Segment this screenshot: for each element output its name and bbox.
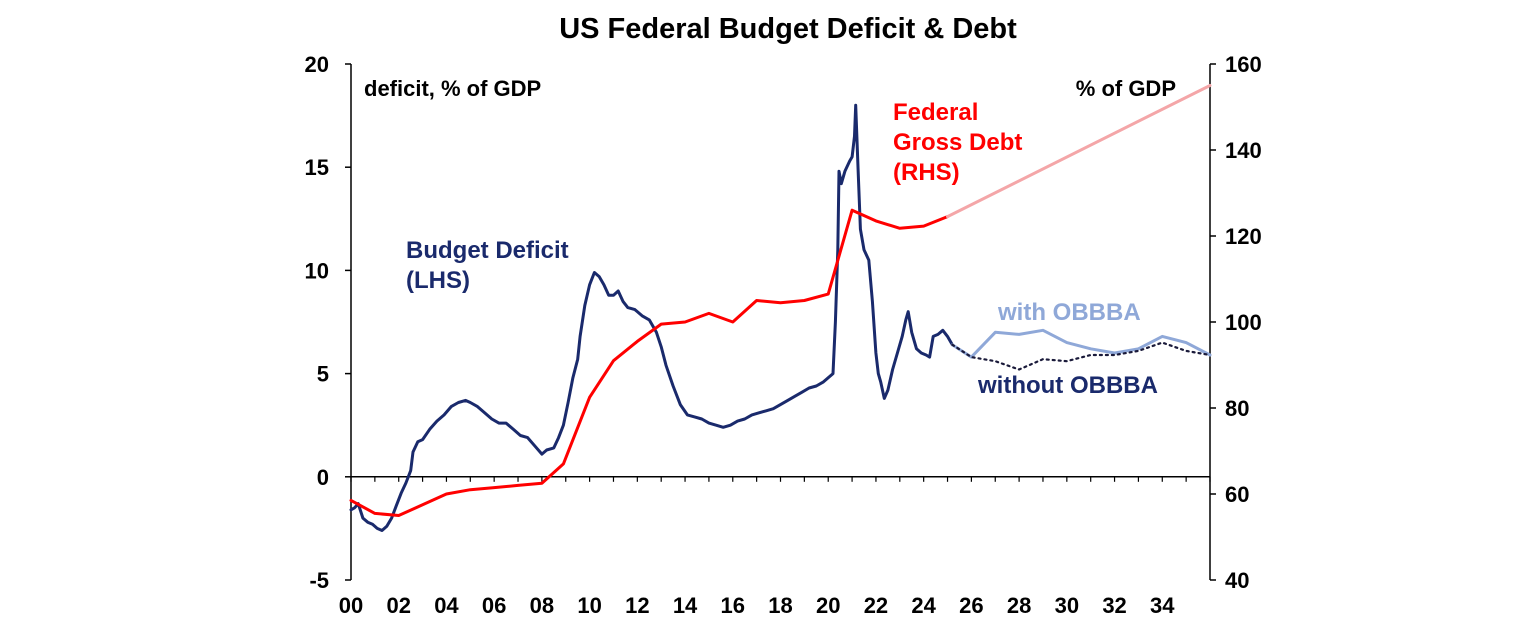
deficit-annotation: Budget Deficit (LHS) bbox=[406, 237, 569, 294]
debt-annotation: Federal Gross Debt (RHS) bbox=[893, 99, 1022, 186]
left-axis-label: deficit, % of GDP bbox=[364, 76, 541, 101]
chart-title: US Federal Budget Deficit & Debt bbox=[559, 13, 1017, 45]
series-layer bbox=[349, 84, 1212, 532]
left-tick-label: 5 bbox=[317, 362, 329, 387]
right-tick-label: 60 bbox=[1225, 482, 1249, 507]
left-tick-label: 20 bbox=[305, 52, 329, 77]
x-tick-label: 10 bbox=[577, 593, 601, 618]
left-tick-label: 15 bbox=[305, 155, 329, 180]
right-tick-label: 100 bbox=[1225, 310, 1262, 335]
left-tick-label: 10 bbox=[305, 258, 329, 283]
x-tick-label: 32 bbox=[1102, 593, 1126, 618]
x-tick-label: 02 bbox=[386, 593, 410, 618]
x-tick-label: 16 bbox=[721, 593, 745, 618]
x-tick-label: 20 bbox=[816, 593, 840, 618]
x-tick-label: 34 bbox=[1150, 593, 1175, 618]
right-tick-label: 140 bbox=[1225, 138, 1262, 163]
annotation-layer: Budget Deficit (LHS) Federal Gross Debt (RHS… bbox=[406, 99, 1158, 399]
x-tick-label: 08 bbox=[530, 593, 554, 618]
x-tick-label: 12 bbox=[625, 593, 649, 618]
left-tick-label: 0 bbox=[317, 465, 329, 490]
left-tick-label: -5 bbox=[309, 568, 329, 593]
x-tick-label: 14 bbox=[673, 593, 698, 618]
x-tick-label: 30 bbox=[1055, 593, 1079, 618]
x-tick-label: 28 bbox=[1007, 593, 1031, 618]
x-tick-label: 04 bbox=[434, 593, 459, 618]
right-tick-label: 160 bbox=[1225, 52, 1262, 77]
debt-projection-line bbox=[946, 84, 1212, 219]
x-tick-label: 24 bbox=[911, 593, 936, 618]
without-obbba-annotation: without OBBBA bbox=[977, 372, 1158, 399]
debt-series-line bbox=[349, 208, 949, 517]
with-obbba-annotation: with OBBBA bbox=[997, 299, 1141, 326]
with-obbba-line bbox=[950, 328, 1212, 359]
x-tick-label: 18 bbox=[768, 593, 792, 618]
x-tick-label: 22 bbox=[864, 593, 888, 618]
right-tick-label: 120 bbox=[1225, 224, 1262, 249]
right-tick-label: 80 bbox=[1225, 396, 1249, 421]
x-tick-label: 06 bbox=[482, 593, 506, 618]
axes: -5 0 5 10 15 20 40 60 80 100 120 140 160 00 02 04 06 08 10… bbox=[305, 52, 1262, 618]
x-tick-label: 00 bbox=[339, 593, 363, 618]
deficit-series-line bbox=[349, 103, 954, 532]
x-tick-label: 26 bbox=[959, 593, 983, 618]
without-obbba-line bbox=[951, 341, 1212, 371]
right-tick-label: 40 bbox=[1225, 568, 1249, 593]
right-axis-label: % of GDP bbox=[1076, 76, 1176, 101]
